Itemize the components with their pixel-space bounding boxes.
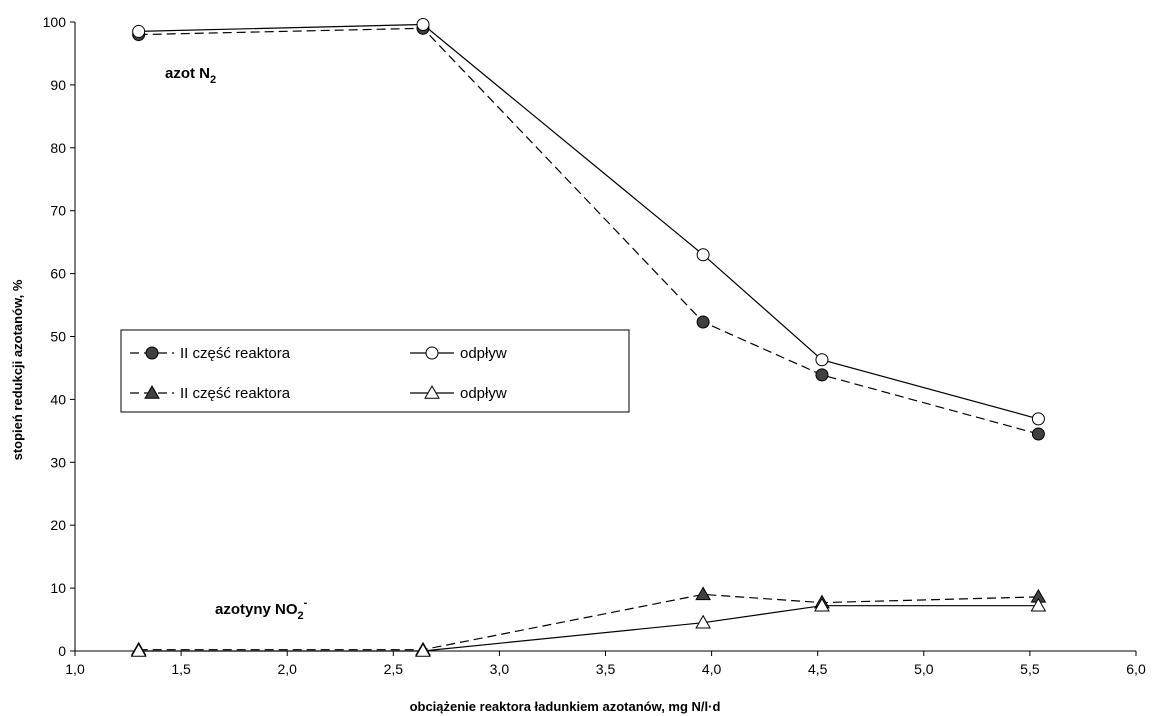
y-axis-title: stopień redukcji azotanów, % bbox=[10, 279, 25, 460]
y-tick-label: 20 bbox=[50, 517, 66, 533]
x-tick-label: 6,0 bbox=[1126, 661, 1146, 677]
annotation-nitrite: azotyny NO2- bbox=[215, 597, 308, 622]
series-3-point bbox=[695, 586, 711, 601]
y-tick-label: 50 bbox=[50, 329, 66, 345]
x-tick-label: 1,5 bbox=[171, 661, 191, 677]
y-tick-label: 90 bbox=[50, 77, 66, 93]
y-tick-label: 40 bbox=[50, 391, 66, 407]
series-2-point bbox=[696, 248, 710, 262]
legend-marker-3 bbox=[144, 384, 160, 399]
legend-marker-2 bbox=[425, 346, 439, 360]
series-2-point bbox=[1031, 412, 1045, 426]
axes: 0 10 20 30 40 50 60 70 80 90 100 1,0 1,5 2,0 2,5 3,0 3,5… bbox=[43, 14, 1146, 677]
x-tick-label: 5,0 bbox=[914, 661, 934, 677]
legend: II część reaktora odpływ II część reaktora… bbox=[120, 329, 630, 413]
series-2 bbox=[132, 18, 1045, 426]
y-tick-label: 60 bbox=[50, 266, 66, 282]
legend-label-3: II część reaktora bbox=[180, 385, 291, 402]
series-4-point bbox=[130, 642, 147, 657]
legend-label-2: odpływ bbox=[460, 345, 507, 362]
series-2-point bbox=[132, 24, 146, 38]
series-4-point bbox=[814, 597, 830, 612]
y-tick-label: 30 bbox=[50, 454, 66, 470]
x-tick-label: 3,0 bbox=[490, 661, 510, 677]
series-1-point bbox=[815, 368, 829, 382]
series-3 bbox=[130, 586, 1047, 656]
series-2-point bbox=[416, 18, 430, 32]
x-tick-label: 4,0 bbox=[702, 661, 722, 677]
series-4 bbox=[130, 597, 1047, 657]
y-tick-label: 0 bbox=[58, 643, 66, 659]
y-tick-label: 70 bbox=[50, 203, 66, 219]
series-4-point bbox=[695, 614, 711, 629]
series-2-point bbox=[815, 353, 829, 367]
series-1-point bbox=[696, 315, 710, 329]
legend-box bbox=[120, 329, 630, 413]
legend-marker-4 bbox=[424, 384, 440, 399]
x-tick-label: 1,0 bbox=[65, 661, 85, 677]
series-4-point bbox=[1030, 597, 1047, 612]
x-tick-label: 3,5 bbox=[596, 661, 616, 677]
y-tick-label: 80 bbox=[50, 140, 66, 156]
x-tick-label: 5,5 bbox=[1020, 661, 1040, 677]
annotation-nitrogen: azot N2 bbox=[165, 65, 216, 86]
x-axis-title: obciążenie reaktora ładunkiem azotanów, … bbox=[410, 699, 721, 714]
series-layer bbox=[130, 18, 1047, 657]
x-tick-label: 2,0 bbox=[277, 661, 297, 677]
legend-label-4: odpływ bbox=[460, 385, 507, 402]
x-tick-label: 4,5 bbox=[808, 661, 828, 677]
series-1-point bbox=[1031, 427, 1045, 441]
series-4-point bbox=[415, 642, 431, 657]
legend-label-1: II część reaktora bbox=[180, 345, 291, 362]
x-tick-label: 2,5 bbox=[384, 661, 404, 677]
series-3-line bbox=[138, 593, 1039, 651]
y-tick-label: 100 bbox=[43, 14, 67, 30]
legend-marker-1 bbox=[145, 346, 159, 360]
y-tick-label: 10 bbox=[50, 580, 66, 596]
